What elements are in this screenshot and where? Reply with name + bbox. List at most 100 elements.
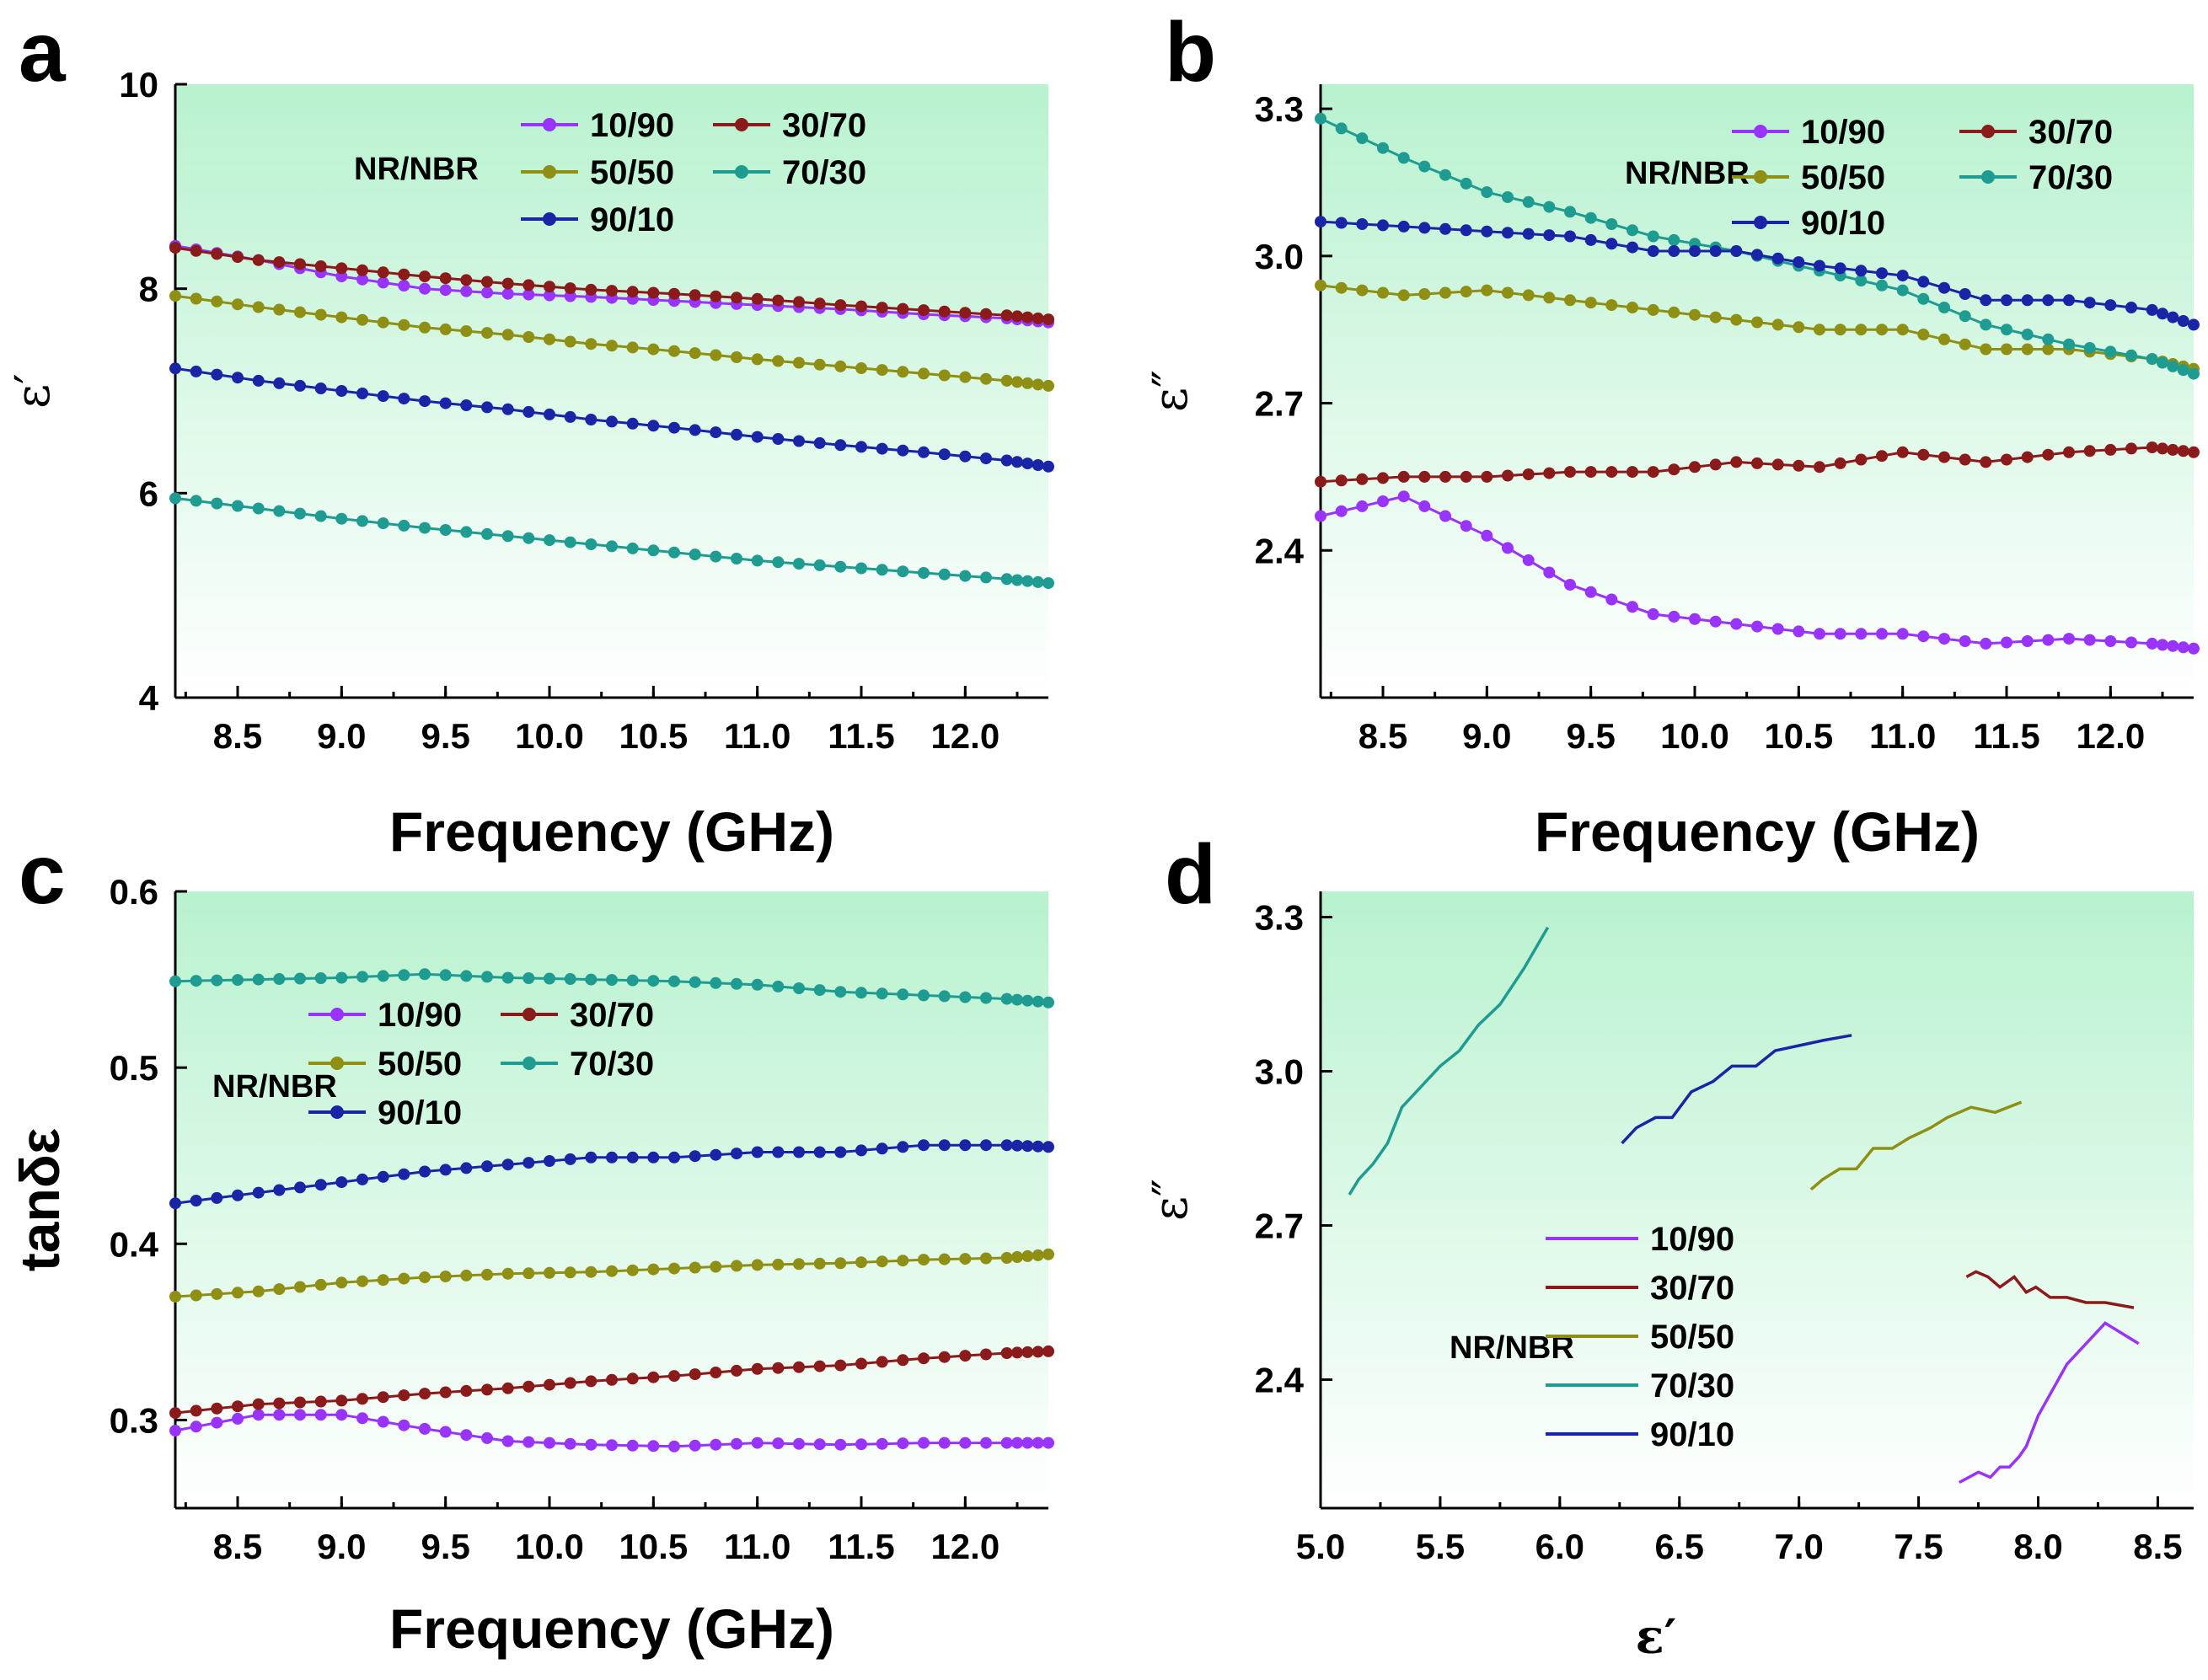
data-point [335, 1394, 348, 1407]
data-point [1584, 586, 1597, 598]
data-point [356, 264, 368, 276]
data-point [356, 515, 368, 527]
legend-marker [330, 1008, 344, 1021]
data-point [544, 1378, 555, 1391]
data-point [959, 991, 972, 1003]
data-point [1647, 303, 1659, 316]
data-point [1959, 288, 1971, 300]
data-point [2021, 294, 2034, 307]
data-point [1418, 288, 1431, 300]
data-point [169, 492, 181, 505]
data-point [211, 295, 223, 308]
legend-label: 30/70 [2028, 114, 2113, 151]
data-point [564, 1266, 576, 1279]
legend-label: 70/30 [570, 1046, 654, 1083]
data-point [1876, 279, 1888, 292]
data-point [918, 1139, 930, 1152]
data-point [1627, 601, 1638, 613]
y-axis-title: ε″ [1144, 1179, 1198, 1221]
x-tick-label: 12.0 [2076, 716, 2145, 756]
legend-marker [1754, 170, 1767, 184]
x-tick-label: 8.5 [1359, 716, 1407, 756]
data-point [439, 1164, 452, 1176]
legend-title: NR/NBR [354, 152, 479, 187]
data-point [772, 1258, 785, 1271]
data-point [1689, 613, 1701, 625]
data-point [793, 1361, 805, 1373]
data-point [252, 1186, 265, 1199]
data-point [398, 1168, 410, 1180]
data-point [897, 366, 909, 378]
data-point [544, 408, 555, 420]
legend-label: 90/10 [1801, 205, 1885, 242]
data-point [1689, 461, 1701, 474]
data-point [273, 256, 286, 269]
data-point [772, 1146, 785, 1158]
data-point [834, 560, 847, 573]
data-point [2146, 353, 2158, 366]
data-point [1481, 186, 1493, 199]
x-axis-title: Frequency (GHz) [389, 800, 834, 863]
data-point [481, 527, 493, 540]
data-point [1980, 456, 1992, 468]
y-tick-label: 2.7 [1255, 1206, 1304, 1246]
data-point [647, 544, 660, 557]
x-tick-label: 5.0 [1296, 1527, 1345, 1566]
data-point [335, 512, 348, 525]
data-point [169, 1425, 181, 1437]
data-point [1032, 1249, 1044, 1261]
data-point [731, 351, 742, 363]
data-point [211, 1402, 223, 1415]
data-point [273, 1397, 286, 1410]
data-point [2063, 294, 2075, 307]
data-point [501, 1435, 514, 1447]
data-point [1793, 459, 1805, 472]
data-point [439, 323, 452, 335]
data-point [398, 519, 410, 532]
data-point [232, 372, 244, 384]
data-point [585, 538, 598, 550]
data-point [544, 281, 555, 293]
data-point [294, 1181, 306, 1194]
data-point [252, 254, 265, 266]
data-point [1042, 1248, 1054, 1260]
data-point [647, 420, 660, 432]
data-point [377, 1391, 389, 1404]
data-point [1481, 470, 1493, 483]
data-point [335, 971, 348, 984]
data-point [1855, 275, 1868, 286]
data-point [1876, 324, 1888, 336]
series-line [1958, 1321, 2140, 1485]
data-point [710, 976, 722, 989]
data-point [1543, 566, 1556, 579]
data-point [2001, 636, 2012, 649]
data-point [668, 975, 680, 987]
data-point [564, 973, 576, 985]
legend-label: 50/50 [1650, 1319, 1734, 1356]
data-point [834, 1146, 847, 1158]
data-point [523, 972, 535, 984]
data-point [252, 502, 265, 515]
data-point [419, 270, 431, 283]
data-point [1439, 222, 1451, 235]
data-point [1543, 229, 1556, 242]
data-point [1032, 378, 1044, 391]
data-point [918, 367, 930, 380]
data-point [1917, 292, 1930, 305]
data-point [1834, 324, 1846, 336]
data-point [2104, 443, 2117, 456]
data-point [876, 1142, 888, 1155]
series-70-30 [169, 968, 1054, 1009]
data-point [938, 568, 951, 581]
data-point [356, 1393, 368, 1405]
data-point [834, 299, 847, 312]
data-point [1397, 152, 1410, 164]
data-point [564, 410, 576, 423]
data-point [190, 1421, 202, 1433]
data-point [2063, 633, 2075, 645]
data-point [897, 1437, 909, 1450]
data-point [1938, 451, 1950, 463]
data-point [1814, 461, 1825, 474]
data-point [1814, 628, 1825, 640]
data-point [585, 414, 598, 425]
